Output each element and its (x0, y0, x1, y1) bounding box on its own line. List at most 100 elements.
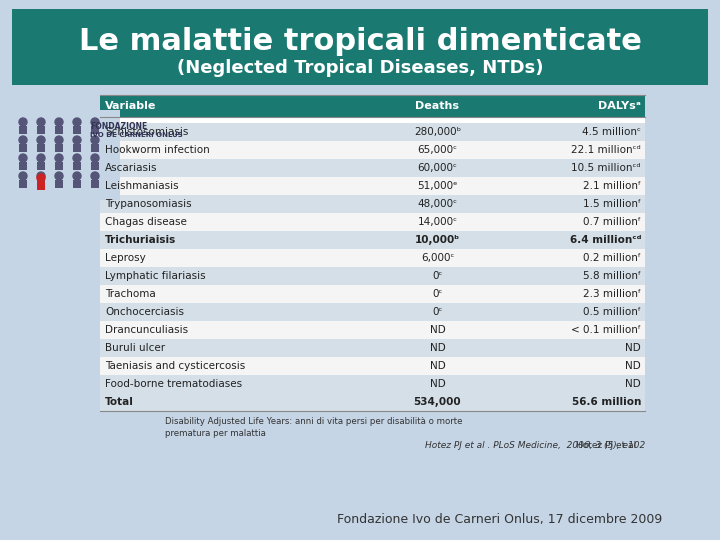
Bar (100, 95, 645, 411)
Text: Drancunculiasis: Drancunculiasis (105, 325, 188, 335)
Bar (73, 126, 81, 134)
Text: ND: ND (625, 343, 641, 353)
Bar (55, 126, 63, 134)
Text: 0.2 millionᶠ: 0.2 millionᶠ (583, 253, 641, 263)
Circle shape (19, 118, 27, 126)
Bar (37, 126, 45, 134)
Circle shape (37, 172, 45, 180)
Bar (100, 357, 645, 375)
Circle shape (19, 154, 27, 162)
Bar (19, 180, 27, 188)
Text: Schistosomiasis: Schistosomiasis (105, 127, 189, 137)
Bar (100, 393, 645, 411)
Bar (100, 141, 645, 159)
Text: Hookworm infection: Hookworm infection (105, 145, 210, 155)
Bar (37, 182, 45, 190)
Text: 60,000ᶜ: 60,000ᶜ (418, 163, 457, 173)
Bar (73, 144, 81, 152)
Text: 4.5 millionᶜ: 4.5 millionᶜ (582, 127, 641, 137)
Text: Onchocerciasis: Onchocerciasis (105, 307, 184, 317)
Circle shape (55, 154, 63, 162)
Text: Chagas disease: Chagas disease (105, 217, 187, 227)
Text: ND: ND (430, 343, 446, 353)
Text: 51,000ᵉ: 51,000ᵉ (418, 181, 458, 191)
Text: ND: ND (430, 361, 446, 371)
Text: 1.5 millionᶠ: 1.5 millionᶠ (583, 199, 641, 209)
Bar (37, 162, 45, 170)
Text: 22.1 millionᶜᵈ: 22.1 millionᶜᵈ (571, 145, 641, 155)
Circle shape (19, 172, 27, 180)
Text: Lymphatic filariasis: Lymphatic filariasis (105, 271, 206, 281)
Circle shape (55, 172, 63, 180)
Circle shape (55, 136, 63, 144)
Circle shape (37, 174, 45, 182)
Bar (100, 159, 645, 177)
Circle shape (55, 118, 63, 126)
Bar (19, 144, 27, 152)
Bar (100, 249, 645, 267)
Text: 534,000: 534,000 (414, 397, 462, 407)
Circle shape (91, 172, 99, 180)
Text: Leishmaniasis: Leishmaniasis (105, 181, 179, 191)
Text: 14,000ᶜ: 14,000ᶜ (418, 217, 457, 227)
Text: 10,000ᵇ: 10,000ᵇ (415, 235, 460, 245)
Text: Le malattie tropicali dimenticate: Le malattie tropicali dimenticate (78, 28, 642, 57)
Text: 0.7 millionᶠ: 0.7 millionᶠ (583, 217, 641, 227)
Text: Taeniasis and cysticercosis: Taeniasis and cysticercosis (105, 361, 246, 371)
Text: 65,000ᶜ: 65,000ᶜ (418, 145, 457, 155)
Text: 0ᶜ: 0ᶜ (432, 271, 443, 281)
Bar (19, 162, 27, 170)
Circle shape (91, 118, 99, 126)
Bar (91, 126, 99, 134)
Text: Deaths: Deaths (415, 101, 459, 111)
Text: 0.5 millionᶠ: 0.5 millionᶠ (583, 307, 641, 317)
Bar (100, 231, 645, 249)
Bar (100, 213, 645, 231)
Bar (100, 303, 645, 321)
Text: Disability Adjusted Life Years: anni di vita persi per disabilità o morte
premat: Disability Adjusted Life Years: anni di … (165, 417, 462, 438)
Text: 48,000ᶜ: 48,000ᶜ (418, 199, 457, 209)
Text: Fondazione Ivo de Carneri Onlus, 17 dicembre 2009: Fondazione Ivo de Carneri Onlus, 17 dice… (338, 513, 662, 526)
Text: ND: ND (430, 325, 446, 335)
Circle shape (37, 154, 45, 162)
Bar (55, 162, 63, 170)
Circle shape (91, 136, 99, 144)
Text: 6.4 millionᶜᵈ: 6.4 millionᶜᵈ (570, 235, 641, 245)
Bar (100, 285, 645, 303)
Text: Hotez PJ et al .: Hotez PJ et al . (576, 441, 645, 450)
Text: Variable: Variable (105, 101, 156, 111)
Text: Food-borne trematodiases: Food-borne trematodiases (105, 379, 242, 389)
Circle shape (73, 136, 81, 144)
Circle shape (73, 118, 81, 126)
Bar (91, 180, 99, 188)
Bar (19, 126, 27, 134)
Bar (100, 267, 645, 285)
Text: 2.1 millionᶠ: 2.1 millionᶠ (583, 181, 641, 191)
Text: DALYsᵃ: DALYsᵃ (598, 101, 641, 111)
Circle shape (73, 154, 81, 162)
Bar (10, 110, 120, 200)
Circle shape (73, 172, 81, 180)
Text: 280,000ᵇ: 280,000ᵇ (414, 127, 461, 137)
Text: Leprosy: Leprosy (105, 253, 145, 263)
Text: Hotez PJ et al . PLoS Medicine,  2006, 3 (5), e102: Hotez PJ et al . PLoS Medicine, 2006, 3 … (425, 441, 645, 450)
Text: 5.8 millionᶠ: 5.8 millionᶠ (583, 271, 641, 281)
Bar (100, 177, 645, 195)
Text: Total: Total (105, 397, 134, 407)
Bar (100, 321, 645, 339)
Circle shape (37, 136, 45, 144)
Bar (73, 180, 81, 188)
Text: 2.3 millionᶠ: 2.3 millionᶠ (583, 289, 641, 299)
Text: < 0.1 millionᶠ: < 0.1 millionᶠ (571, 325, 641, 335)
Bar (12, 9, 708, 85)
Bar (100, 375, 645, 393)
Bar (55, 144, 63, 152)
Bar (100, 95, 645, 117)
Text: IVO DE CARNERI ONLUS: IVO DE CARNERI ONLUS (90, 132, 183, 138)
Bar (100, 195, 645, 213)
Circle shape (19, 136, 27, 144)
Circle shape (91, 154, 99, 162)
Text: (Neglected Tropical Diseases, NTDs): (Neglected Tropical Diseases, NTDs) (176, 59, 544, 77)
Bar (55, 180, 63, 188)
Text: Buruli ulcer: Buruli ulcer (105, 343, 165, 353)
